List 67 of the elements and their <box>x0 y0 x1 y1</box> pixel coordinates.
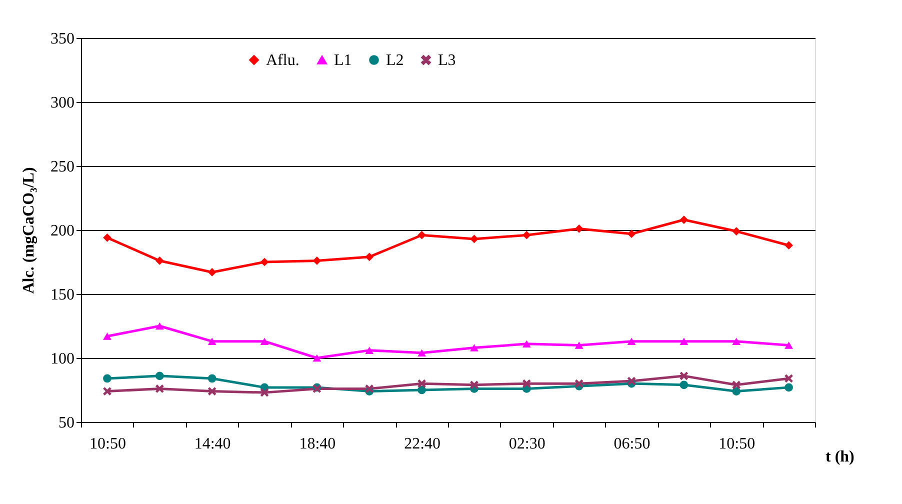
point <box>574 342 584 349</box>
point <box>418 349 426 357</box>
point <box>470 234 478 244</box>
point <box>680 216 688 224</box>
point <box>418 386 426 394</box>
point <box>680 338 688 345</box>
point <box>732 387 741 396</box>
y-tick-label: 50 <box>58 414 74 432</box>
x-axis-title: t (h) <box>826 448 854 466</box>
x-tick-label: 18:40 <box>299 436 336 452</box>
point <box>312 354 322 362</box>
y-axis-title: Alc. (mgCaCO₃/L) <box>20 167 38 294</box>
point <box>155 372 164 380</box>
point <box>365 252 374 262</box>
point <box>680 380 688 390</box>
point <box>103 332 112 340</box>
point <box>680 372 688 380</box>
point <box>155 256 164 265</box>
point <box>470 344 478 352</box>
point <box>103 233 112 242</box>
point <box>784 241 793 250</box>
x-tick-label: 22:40 <box>404 436 441 452</box>
point <box>627 230 636 238</box>
point <box>784 342 793 349</box>
point <box>208 387 216 396</box>
y-tick-label: 350 <box>50 30 74 48</box>
point <box>418 379 426 388</box>
point <box>208 374 216 383</box>
x-tick-label: 02:30 <box>508 436 546 452</box>
point <box>155 322 164 330</box>
legend-label: Aflu. <box>266 52 300 69</box>
point <box>470 380 478 390</box>
point <box>627 376 636 386</box>
point <box>208 268 216 276</box>
legend-label: L2 <box>386 52 404 69</box>
point <box>418 230 426 240</box>
point <box>312 256 322 265</box>
y-tick-label: 200 <box>50 222 74 240</box>
point <box>574 224 584 233</box>
point <box>260 258 269 266</box>
legend-label: L3 <box>438 52 456 69</box>
point <box>522 379 531 388</box>
x-tick-label: 10:50 <box>718 436 756 452</box>
y-tick-label: 100 <box>50 350 74 368</box>
point <box>522 230 531 240</box>
y-tick-label: 150 <box>50 286 74 304</box>
point <box>627 338 636 345</box>
y-tick-label: 250 <box>50 158 74 176</box>
point <box>732 380 741 390</box>
point <box>732 227 741 236</box>
point <box>365 384 374 393</box>
point <box>155 384 164 393</box>
point <box>208 338 216 345</box>
point <box>103 374 112 383</box>
point <box>574 379 584 388</box>
point <box>522 340 531 348</box>
legend-label: L1 <box>334 52 352 69</box>
point <box>103 387 112 396</box>
point <box>365 346 374 354</box>
point <box>732 338 741 345</box>
y-tick-label: 300 <box>50 94 74 112</box>
point <box>260 388 269 397</box>
x-tick-label: 06:50 <box>614 436 650 452</box>
point <box>784 383 793 392</box>
x-tick-label: 14:40 <box>194 436 231 452</box>
point <box>260 338 269 345</box>
x-tick-label: 10:50 <box>89 436 126 452</box>
